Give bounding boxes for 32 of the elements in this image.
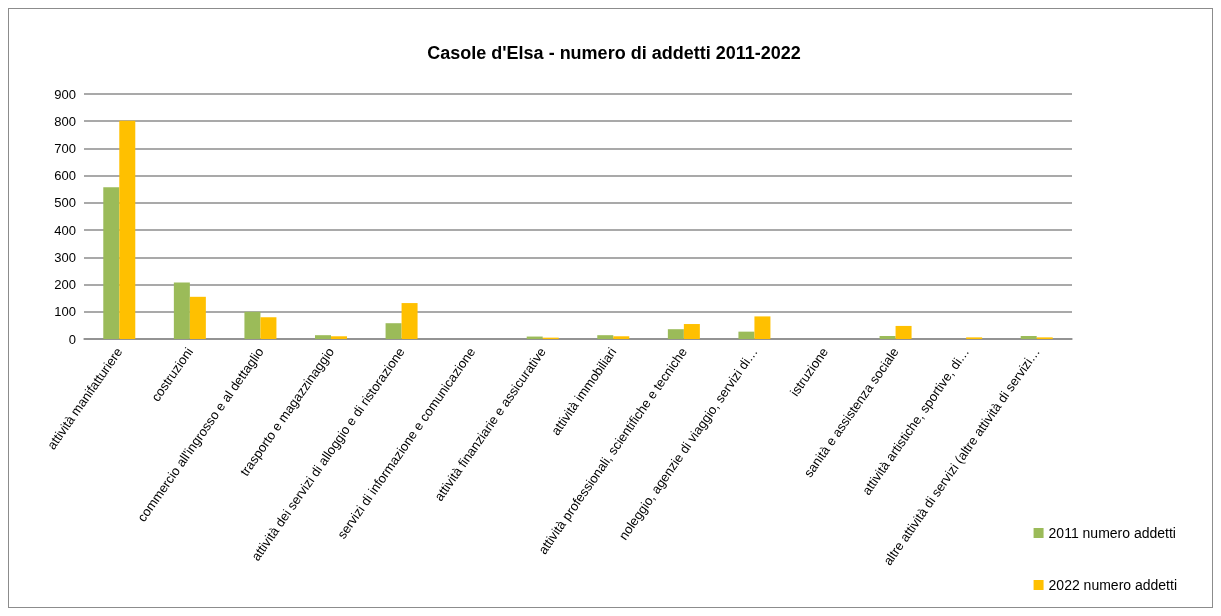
bar xyxy=(738,331,755,339)
bar xyxy=(879,336,896,339)
y-tick-label: 0 xyxy=(68,331,76,347)
y-tick-label: 300 xyxy=(54,249,76,265)
bar xyxy=(315,335,331,339)
y-tick-label: 700 xyxy=(54,140,76,156)
y-tick-label: 100 xyxy=(54,304,76,320)
bar xyxy=(173,282,190,339)
bar xyxy=(667,329,684,339)
bar xyxy=(895,325,912,339)
chart-title: Casole d'Elsa - numero di addetti 2011-2022 xyxy=(427,43,801,63)
bar xyxy=(189,296,206,339)
bar xyxy=(119,120,136,339)
y-tick-label: 400 xyxy=(54,222,76,238)
y-tick-label: 200 xyxy=(54,277,76,293)
bar xyxy=(754,316,771,339)
y-tick-label: 800 xyxy=(54,113,76,129)
bar xyxy=(331,336,347,339)
bar xyxy=(401,303,418,339)
bar xyxy=(613,336,630,339)
bar xyxy=(260,317,277,339)
bar xyxy=(385,323,402,339)
bar xyxy=(1020,336,1037,339)
legend-label: 2011 numero addetti xyxy=(1048,525,1176,541)
y-tick-label: 600 xyxy=(54,168,76,184)
y-tick-label: 500 xyxy=(54,195,76,211)
bar xyxy=(244,311,261,339)
legend-label: 2022 numero addetti xyxy=(1048,577,1178,593)
bar xyxy=(683,324,700,339)
bar xyxy=(597,335,614,339)
y-tick-label: 900 xyxy=(54,86,76,102)
bar xyxy=(103,187,120,339)
